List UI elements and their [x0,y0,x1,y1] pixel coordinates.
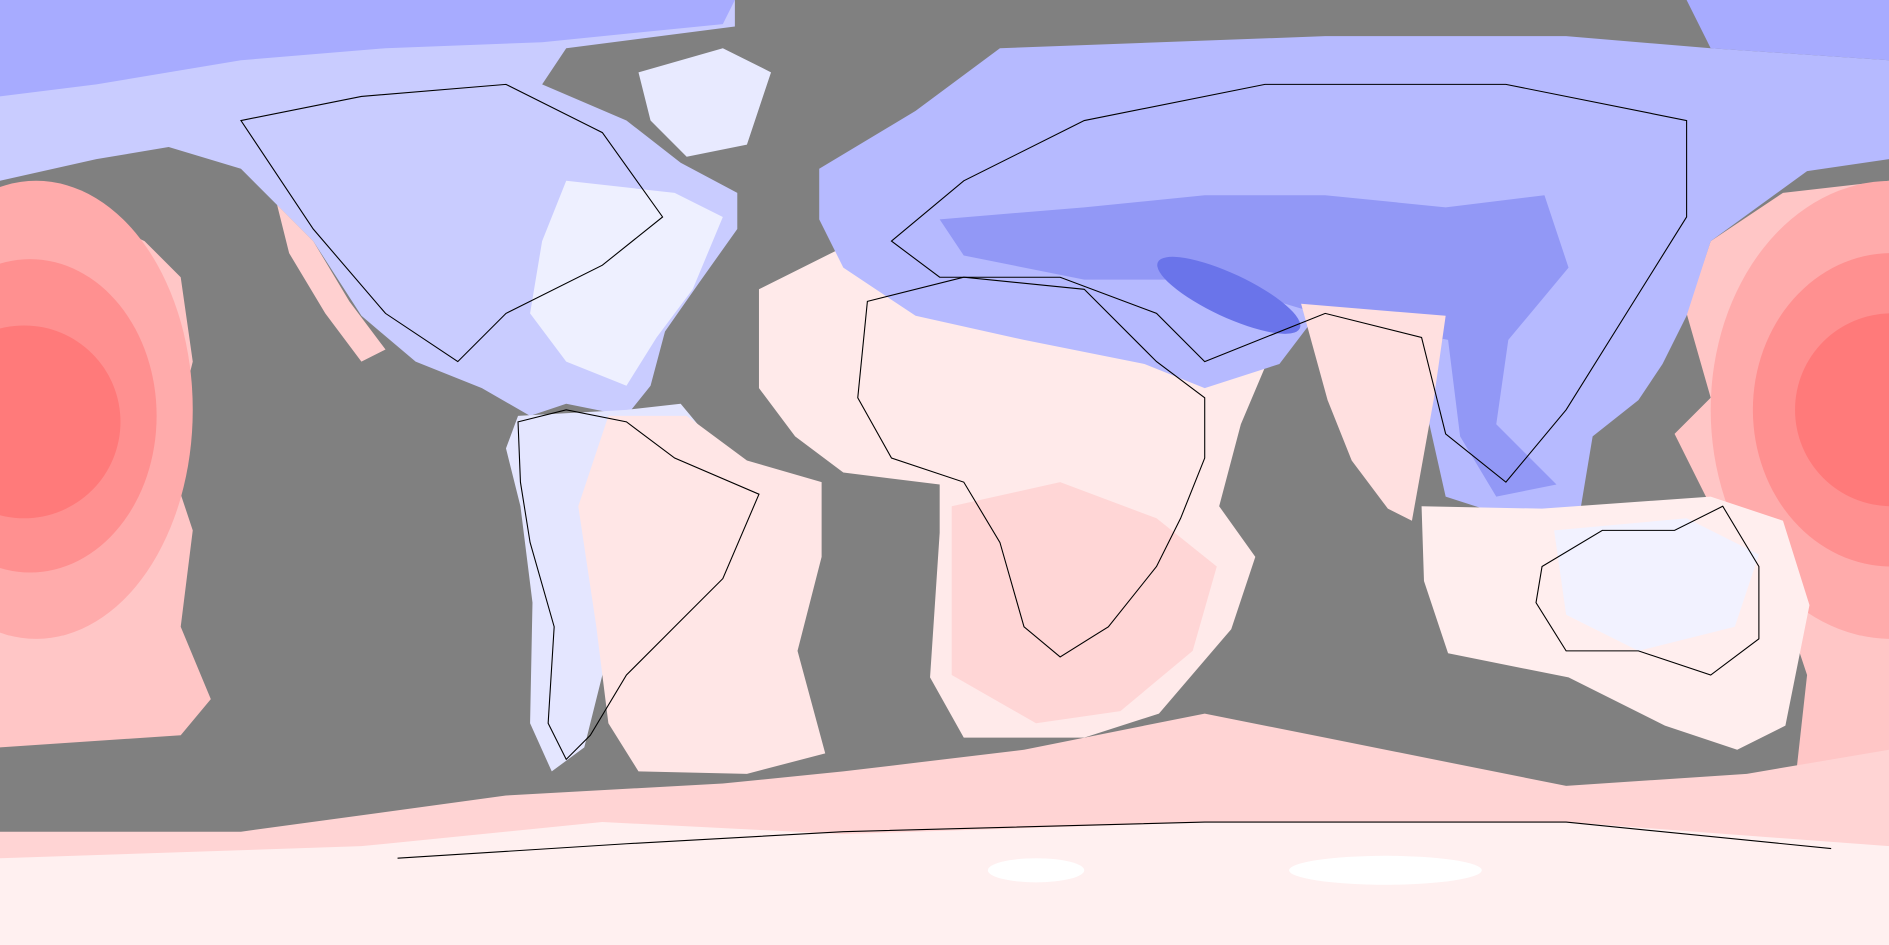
cool-region [0,0,735,97]
australia [1421,496,1810,750]
eurasia-cool [819,0,1889,521]
pacific-warm-right [1674,180,1889,784]
coastline [1535,505,1760,676]
neutral-region [987,858,1085,883]
warm-region [1301,303,1446,521]
cool-region [939,195,1569,497]
cool-region [1554,518,1759,651]
cool-region [1686,0,1889,61]
coastline [517,409,760,761]
pacific-warm-left [0,180,211,748]
warm-region [0,822,1889,945]
coastline [857,276,1206,658]
coastline [240,83,664,363]
warm-region [578,415,826,774]
warm-region [0,325,121,519]
warm-region [277,204,386,362]
south-america [505,403,826,774]
cool-region [638,48,772,157]
neutral-region [1289,855,1482,885]
north-america-cool [0,0,772,416]
warm-region [951,482,1217,724]
coastline [397,821,1832,859]
warm-region [1795,313,1889,507]
africa-atlantic [758,247,1268,738]
cool-region [1157,256,1301,334]
coastline [890,83,1688,483]
coastlines [240,83,1832,859]
cool-region [530,180,723,386]
